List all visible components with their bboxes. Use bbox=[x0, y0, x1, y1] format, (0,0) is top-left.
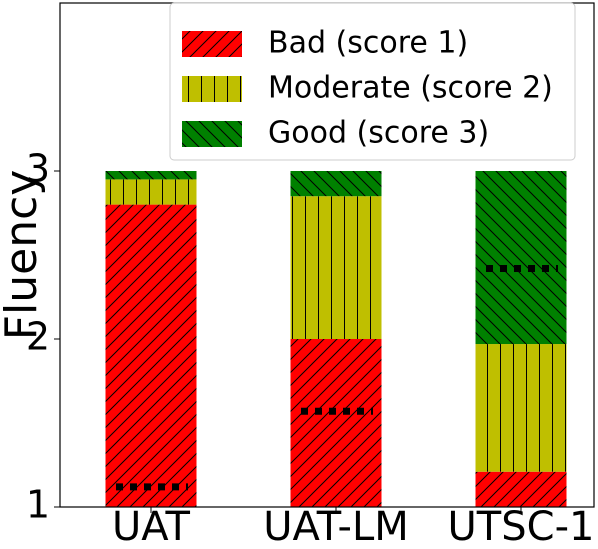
bar-segment bbox=[290, 171, 382, 197]
bar-segment bbox=[290, 196, 382, 339]
bar-segment bbox=[475, 171, 567, 345]
y-axis-label: Fluency bbox=[0, 170, 47, 341]
bar-segment bbox=[475, 344, 567, 472]
bar-segment bbox=[105, 204, 197, 507]
legend-swatch bbox=[182, 121, 242, 147]
x-tick-label: UAT bbox=[112, 504, 191, 549]
legend-box bbox=[169, 2, 576, 161]
bar-segment bbox=[290, 339, 382, 507]
bar-segment bbox=[105, 171, 197, 180]
legend: Bad (score 1) Moderate (score 2) Good (sco… bbox=[169, 2, 576, 161]
bar-segment bbox=[105, 179, 197, 205]
legend-label: Moderate (score 2) bbox=[268, 71, 553, 106]
y-tick-label: 1 bbox=[26, 483, 50, 527]
y-tick-label: 3 bbox=[26, 147, 50, 191]
legend-label: Good (score 3) bbox=[268, 116, 489, 151]
x-tick-label: UAT-LM bbox=[263, 504, 409, 549]
y-tick-label: 2 bbox=[26, 315, 50, 359]
legend-label: Bad (score 1) bbox=[268, 26, 468, 61]
legend-swatch bbox=[182, 31, 242, 57]
x-tick-label: UTSC-1 bbox=[448, 504, 595, 549]
legend-swatch bbox=[182, 76, 242, 102]
bar-segment bbox=[475, 471, 567, 507]
